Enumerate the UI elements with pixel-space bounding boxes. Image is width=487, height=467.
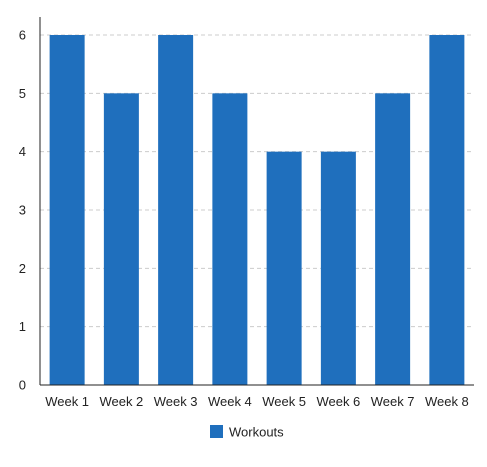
- y-tick-label: 5: [19, 86, 26, 101]
- legend: Workouts: [210, 425, 284, 440]
- y-tick-label: 0: [19, 378, 26, 393]
- bar: [49, 35, 85, 385]
- x-tick-label: Week 5: [262, 394, 306, 409]
- x-tick-label: Week 1: [45, 394, 89, 409]
- legend-label-workouts: Workouts: [229, 425, 284, 440]
- y-tick-label: 6: [19, 28, 26, 43]
- y-tick-label: 3: [19, 203, 26, 218]
- y-tick-label: 2: [19, 261, 26, 276]
- bar: [429, 35, 465, 385]
- bars: [49, 35, 465, 385]
- x-tick-label: Week 8: [425, 394, 469, 409]
- bar: [266, 151, 302, 385]
- y-tick-label: 4: [19, 144, 26, 159]
- x-tick-label: Week 7: [371, 394, 415, 409]
- bar: [103, 93, 139, 385]
- y-tick-label: 1: [19, 319, 26, 334]
- x-tick-label: Week 6: [316, 394, 360, 409]
- x-tick-label: Week 3: [154, 394, 198, 409]
- bar: [375, 93, 411, 385]
- y-tick-labels: 0 1 2 3 4 5 6: [19, 28, 26, 393]
- axes: [39, 17, 474, 386]
- x-tick-labels: Week 1 Week 2 Week 3 Week 4 Week 5 Week 6 Week…: [45, 394, 469, 409]
- legend-swatch-workouts: [210, 425, 223, 438]
- bar: [158, 35, 194, 385]
- bar: [320, 151, 356, 385]
- x-tick-label: Week 2: [99, 394, 143, 409]
- bar: [212, 93, 248, 385]
- x-tick-label: Week 4: [208, 394, 252, 409]
